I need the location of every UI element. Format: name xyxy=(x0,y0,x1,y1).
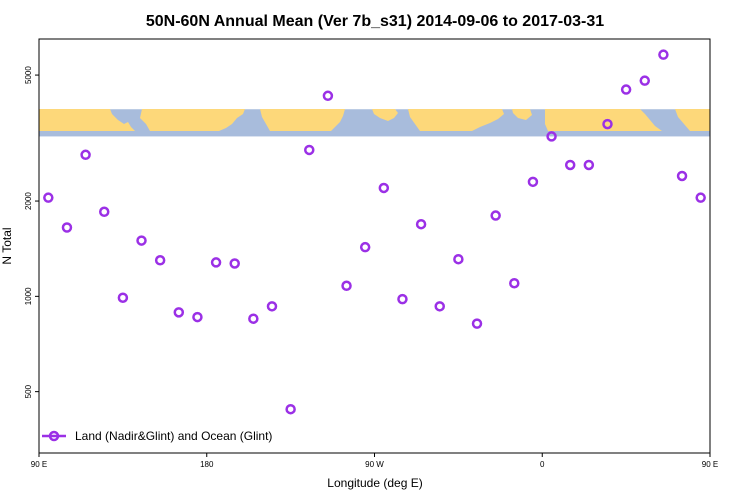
data-point xyxy=(676,170,688,182)
data-point xyxy=(620,84,632,95)
data-point xyxy=(527,176,539,188)
data-point xyxy=(715,223,723,231)
data-point xyxy=(658,49,669,60)
data-point xyxy=(285,403,296,415)
x-tick-label: 90 E xyxy=(31,460,47,469)
data-point xyxy=(248,313,259,324)
data-point xyxy=(695,192,706,203)
y-axis: 500 1000 2000 5000 xyxy=(24,66,39,398)
data-point xyxy=(117,292,129,303)
data-point xyxy=(136,235,147,246)
data-point xyxy=(98,206,110,218)
plot-frame xyxy=(38,38,711,454)
chart-title: 50N-60N Annual Mean (Ver 7b_s31) 2014-09… xyxy=(146,13,604,30)
map-land xyxy=(39,109,710,131)
data-point xyxy=(602,118,613,130)
data-point xyxy=(266,301,278,312)
data-point xyxy=(490,210,501,221)
data-point xyxy=(471,318,483,329)
data-point xyxy=(583,159,595,171)
data-point xyxy=(229,258,240,269)
legend-label: Land (Nadir&Glint) and Ocean (Glint) xyxy=(75,429,272,443)
data-point xyxy=(639,75,651,86)
legend: Land (Nadir&Glint) and Ocean (Glint) xyxy=(42,429,272,443)
data-point xyxy=(322,90,334,102)
data-point xyxy=(192,311,203,323)
data-point xyxy=(359,241,371,253)
data-point xyxy=(154,255,166,266)
data-point xyxy=(61,222,73,233)
data-point xyxy=(210,257,222,268)
data-point xyxy=(304,144,315,156)
x-tick-label: 90 E xyxy=(702,460,718,469)
data-point xyxy=(80,149,91,161)
data-points xyxy=(43,49,742,415)
data-point xyxy=(173,307,185,318)
x-tick-label: 180 xyxy=(200,460,214,469)
x-axis: 90 E 180 90 W 0 90 E xyxy=(31,453,718,469)
data-point xyxy=(378,182,390,194)
data-point xyxy=(43,192,54,203)
data-point xyxy=(509,277,520,289)
map-strip xyxy=(39,109,710,137)
x-tick-label: 0 xyxy=(540,460,545,469)
y-tick-label: 2000 xyxy=(24,192,33,210)
data-point xyxy=(415,218,427,230)
data-point xyxy=(341,280,352,292)
x-tick-label: 90 W xyxy=(365,460,384,469)
data-point xyxy=(564,159,576,171)
data-point xyxy=(546,131,557,142)
data-point xyxy=(453,253,464,265)
y-tick-label: 500 xyxy=(24,384,33,398)
data-point xyxy=(434,301,445,312)
y-tick-label: 5000 xyxy=(24,66,33,84)
y-axis-label: N Total xyxy=(0,227,14,264)
data-point xyxy=(397,293,408,305)
legend-marker xyxy=(48,430,60,442)
y-tick-label: 1000 xyxy=(24,287,33,305)
data-point xyxy=(734,151,742,159)
x-axis-label: Longitude (deg E) xyxy=(327,476,422,490)
